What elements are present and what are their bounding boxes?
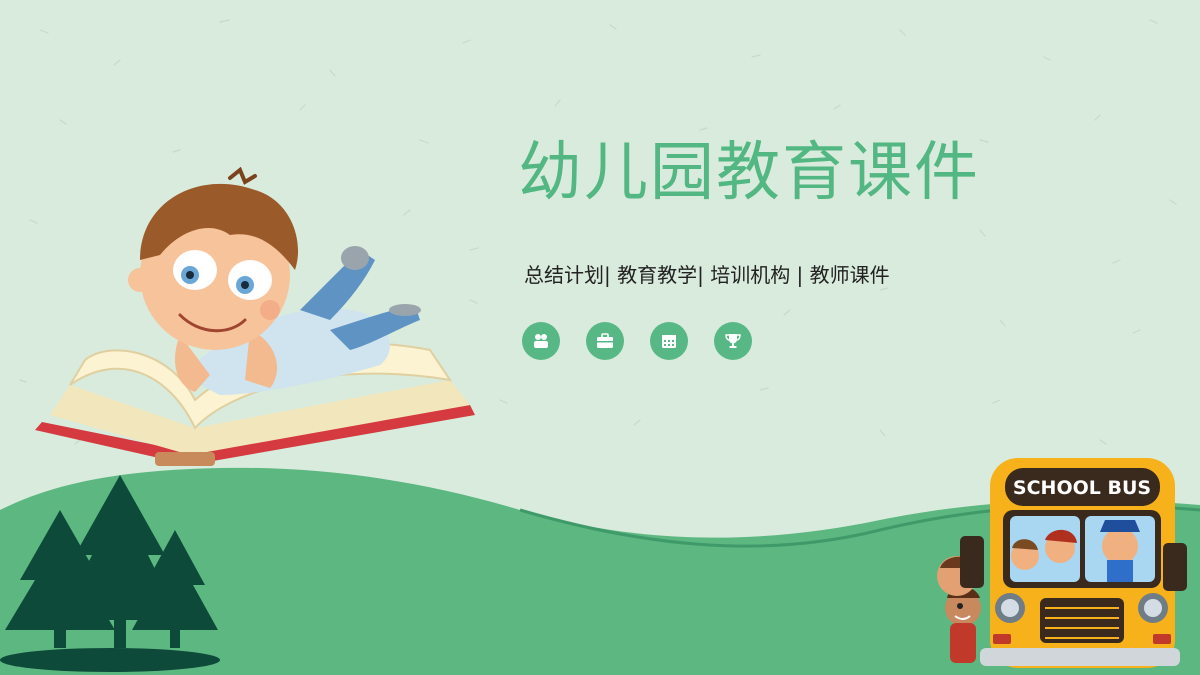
trophy-icon <box>714 322 752 360</box>
briefcase-icon <box>586 322 624 360</box>
bus-sign-text: SCHOOL BUS <box>1013 477 1151 499</box>
school-bus-illustration: SCHOOL BUS <box>937 458 1187 668</box>
calendar-icon <box>650 322 688 360</box>
people-icon <box>522 322 560 360</box>
subtitle: 总结计划| 教育教学| 培训机构 | 教师课件 <box>524 263 890 287</box>
pine-trees-illustration <box>0 475 220 672</box>
boy-reading-book-illustration <box>35 166 475 466</box>
page-title: 幼儿园教育课件 <box>518 136 980 210</box>
icon-row <box>522 322 752 360</box>
